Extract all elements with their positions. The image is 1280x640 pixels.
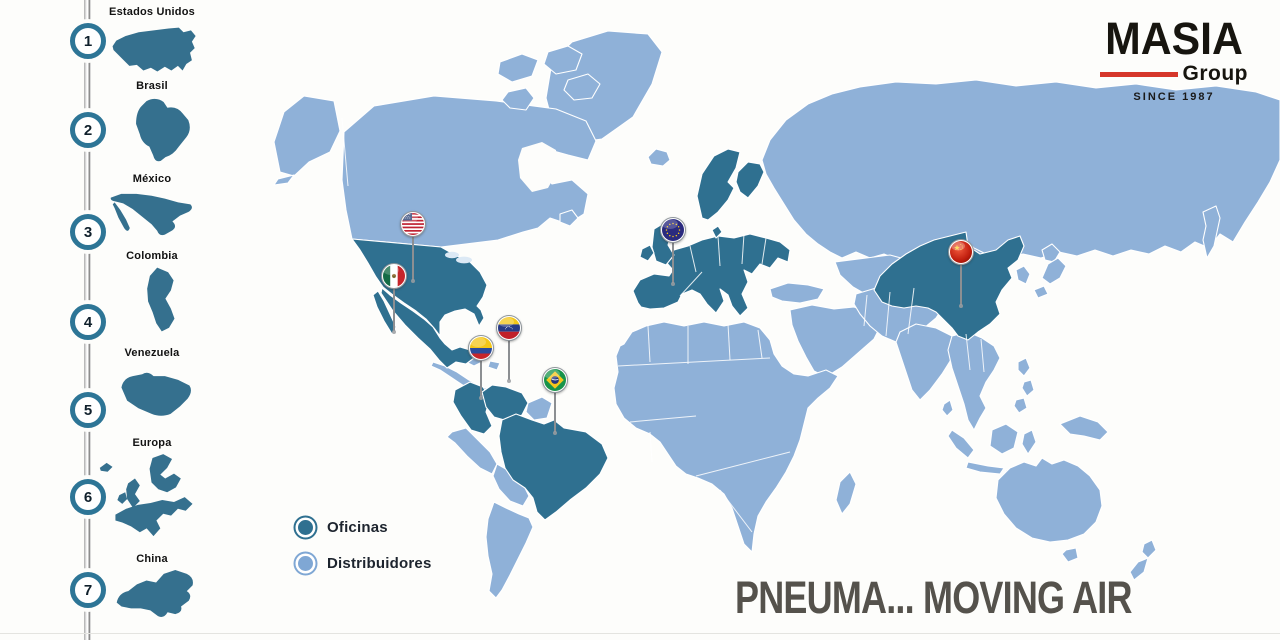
legend-label: Distribuidores — [327, 554, 432, 572]
landmass-usa — [351, 238, 488, 337]
landmass-guyanas — [525, 396, 553, 421]
landmass-new-zealand — [1141, 539, 1157, 559]
office-legend-dot — [298, 519, 313, 535]
sidebar-item-label: Venezuela — [124, 347, 180, 359]
venezuela-flag-icon — [496, 315, 522, 341]
logo-red-bar — [1100, 71, 1178, 77]
europe-map-silhouette — [99, 454, 193, 537]
step-badge-1: 1 — [70, 23, 106, 59]
landmass-madagascar — [835, 471, 857, 515]
mexico-map-silhouette — [110, 193, 192, 236]
pin-stem — [553, 392, 557, 435]
legend-item-distributors: Distribuidores — [292, 549, 431, 577]
eu-flag-icon — [660, 217, 686, 243]
sidebar-item-label: China — [136, 553, 168, 565]
landmass-baja — [372, 290, 397, 335]
step-number: 7 — [83, 581, 93, 599]
landmass-ireland — [639, 244, 655, 262]
landmass-scandinavia — [696, 148, 741, 221]
landmass-turkey — [769, 282, 825, 304]
landmass-peru — [446, 427, 498, 475]
world-map — [273, 30, 1280, 599]
eu-flag-pin — [659, 216, 687, 286]
legend-label: Oficinas — [327, 518, 388, 536]
landmass-australia — [995, 457, 1103, 543]
landmass-africa — [613, 321, 839, 553]
step-number: 3 — [83, 223, 93, 241]
step-number: 1 — [83, 32, 93, 50]
landmass-iceland — [647, 148, 671, 167]
step-number: 6 — [83, 488, 93, 506]
china-map-silhouette — [116, 570, 193, 617]
usa-flag-icon — [400, 211, 426, 237]
landmass-russia — [761, 79, 1280, 261]
landmass-venezuela — [481, 384, 529, 422]
mexico-flag-icon — [381, 263, 407, 289]
bottom-hairline — [0, 633, 1280, 634]
pin-stem — [392, 288, 396, 334]
step-badge-5: 5 — [70, 392, 106, 428]
colombia-flag-icon — [468, 335, 494, 361]
step-number: 4 — [83, 313, 93, 331]
logo-underline-row: Group — [1098, 62, 1250, 86]
brazil-flag-icon — [542, 367, 568, 393]
step-badge-2: 2 — [70, 112, 106, 148]
landmass-china — [873, 231, 1025, 341]
brazil-map-silhouette — [136, 98, 190, 162]
landmass-alaska — [273, 95, 341, 177]
distributor-legend-dot — [298, 555, 313, 571]
venezuela-flag-pin — [495, 314, 523, 383]
china-flag-pin — [947, 238, 975, 308]
landmass-finland — [735, 161, 765, 199]
step-number: 5 — [83, 401, 93, 419]
china-flag-icon — [948, 239, 974, 265]
landmass-korea — [1015, 265, 1031, 285]
great-lakes — [445, 251, 459, 259]
colombia-map-silhouette — [147, 267, 175, 332]
brazil-flag-pin — [541, 366, 569, 435]
logo-name: MASIA — [1105, 13, 1243, 64]
step-badge-6: 6 — [70, 479, 106, 515]
landmass-argentina — [485, 501, 534, 599]
sidebar-item-label: Estados Unidos — [109, 6, 195, 18]
tagline: PNEUMA... MOVING AIR — [735, 572, 1132, 623]
pin-stem — [507, 340, 511, 383]
sidebar-item-label: Brasil — [136, 80, 168, 92]
sidebar-item-label: México — [132, 173, 172, 185]
landmass-india — [895, 323, 961, 401]
company-logo: MASIA Group SINCE 1987 — [1098, 16, 1250, 103]
pin-stem — [671, 242, 675, 286]
pin-stem — [411, 236, 415, 283]
map-legend: Oficinas Distribuidores — [292, 513, 431, 585]
landmass-japan — [1041, 243, 1061, 263]
step-badge-7: 7 — [70, 572, 106, 608]
landmass-sumatra — [947, 429, 975, 459]
step-number: 2 — [83, 121, 93, 139]
pin-stem — [959, 264, 963, 308]
landmass-borneo — [989, 423, 1019, 455]
colombia-flag-pin — [467, 334, 495, 400]
mexico-flag-pin — [380, 262, 408, 334]
landmass-indochina — [947, 331, 1001, 431]
sidebar-item-label: Colombia — [126, 250, 178, 262]
usa-flag-pin — [399, 210, 427, 283]
logo-since-text: SINCE 1987 — [1133, 91, 1215, 103]
step-badge-4: 4 — [70, 304, 106, 340]
hudson-bay — [518, 142, 558, 192]
usa-map-silhouette — [112, 27, 196, 72]
step-badge-3: 3 — [70, 214, 106, 250]
venezuela-map-silhouette — [121, 372, 191, 416]
landmass-new-guinea — [1059, 415, 1109, 441]
landmass-arabia — [789, 304, 883, 378]
pin-stem — [479, 360, 483, 400]
sidebar-item-label: Europa — [132, 437, 172, 449]
landmass-canada — [341, 95, 597, 248]
logo-group-text: Group — [1182, 62, 1248, 85]
legend-item-offices: Oficinas — [292, 513, 431, 541]
landmass-brazil — [498, 413, 609, 521]
